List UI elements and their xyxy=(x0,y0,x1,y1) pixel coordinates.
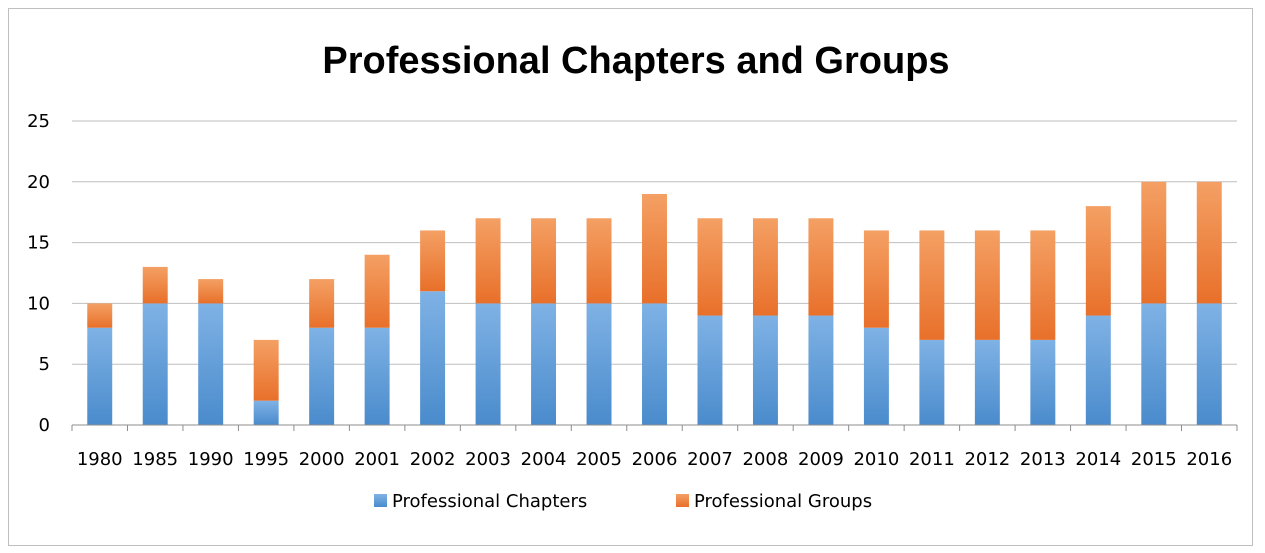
bar-groups-2007 xyxy=(697,218,723,316)
legend: Professional Chapters Professional Groups xyxy=(374,491,872,512)
x-tick-label: 2003 xyxy=(465,449,511,470)
chart-title: Professional Chapters and Groups xyxy=(322,40,949,82)
x-tick-label: 2001 xyxy=(354,449,400,470)
x-tick-label: 2009 xyxy=(798,449,844,470)
bar-chapters-2013 xyxy=(1030,339,1056,425)
y-tick-label: 5 xyxy=(39,354,50,375)
y-tick-label: 0 xyxy=(39,415,50,436)
bar-chapters-2012 xyxy=(974,339,1000,425)
bar-chapters-2007 xyxy=(697,315,723,425)
bar-chapters-2004 xyxy=(531,303,557,425)
x-tick-label: 2002 xyxy=(410,449,456,470)
bar-chapters-1995 xyxy=(253,400,279,425)
bar-groups-2001 xyxy=(364,254,390,328)
bar-chapters-2016 xyxy=(1196,303,1222,425)
bar-groups-2002 xyxy=(420,230,446,292)
x-tick-label: 1995 xyxy=(243,449,289,470)
bar-groups-2011 xyxy=(919,230,945,340)
bar-groups-2012 xyxy=(974,230,1000,340)
bar-chapters-1985 xyxy=(142,303,168,425)
y-tick-label: 10 xyxy=(27,293,50,314)
bar-groups-1990 xyxy=(198,279,224,304)
bar-groups-2000 xyxy=(309,279,335,328)
x-tick-label: 2007 xyxy=(687,449,733,470)
x-tick-label: 2011 xyxy=(909,449,955,470)
x-tick-label: 2004 xyxy=(521,449,567,470)
x-tick-label: 1980 xyxy=(77,449,123,470)
bar-chapters-1990 xyxy=(198,303,224,425)
bar-chapters-2006 xyxy=(642,303,667,425)
bar-chapters-2003 xyxy=(475,303,501,425)
x-tick-label: 2010 xyxy=(853,449,899,470)
bar-groups-2003 xyxy=(475,218,501,304)
x-tick-label: 2012 xyxy=(964,449,1010,470)
bar-chapters-2005 xyxy=(586,303,612,425)
bar-groups-2010 xyxy=(863,230,889,328)
bar-groups-2015 xyxy=(1141,181,1167,304)
bar-chapters-2015 xyxy=(1141,303,1167,425)
legend-swatch-chapters xyxy=(374,494,387,507)
bar-groups-2006 xyxy=(642,193,667,304)
legend-swatch-groups xyxy=(676,494,689,507)
bar-chapters-2010 xyxy=(863,327,889,425)
bar-chapters-2014 xyxy=(1085,315,1111,425)
y-tick-label: 20 xyxy=(27,172,50,193)
x-tick-label: 2008 xyxy=(743,449,789,470)
legend-label-chapters: Professional Chapters xyxy=(392,491,587,512)
legend-label-groups: Professional Groups xyxy=(694,491,872,512)
bar-groups-2016 xyxy=(1196,181,1222,304)
bar-chapters-2008 xyxy=(752,315,778,425)
x-tick-label: 2013 xyxy=(1020,449,1066,470)
x-tick-label: 1985 xyxy=(132,449,178,470)
bar-groups-2005 xyxy=(586,218,612,304)
x-tick-label: 2016 xyxy=(1186,449,1232,470)
x-tick-label: 2005 xyxy=(576,449,622,470)
bar-groups-1985 xyxy=(142,266,168,304)
bar-groups-2014 xyxy=(1085,206,1111,316)
x-tick-label: 1990 xyxy=(188,449,234,470)
bar-groups-1980 xyxy=(87,303,113,328)
bars xyxy=(87,181,1222,425)
bar-groups-1995 xyxy=(253,339,279,401)
bar-chapters-1980 xyxy=(87,327,113,425)
x-tick-label: 2014 xyxy=(1075,449,1121,470)
bar-groups-2013 xyxy=(1030,230,1056,340)
y-tick-label: 15 xyxy=(27,233,50,254)
bar-chapters-2001 xyxy=(364,327,390,425)
bar-chapters-2009 xyxy=(808,315,834,425)
axes: 0 5 10 15 20 25 1980 1985 1990 1995 2000 2001 2002 20… xyxy=(27,111,1238,470)
bar-groups-2008 xyxy=(752,218,778,316)
bar-chapters-2000 xyxy=(309,327,335,425)
bar-groups-2004 xyxy=(531,218,557,304)
y-tick-label: 25 xyxy=(27,111,50,132)
bar-groups-2009 xyxy=(808,218,834,316)
x-tick-label: 2000 xyxy=(299,449,345,470)
x-tick-label: 2015 xyxy=(1131,449,1177,470)
x-tick-label: 2006 xyxy=(632,449,678,470)
bar-chapters-2011 xyxy=(919,339,945,425)
bar-chapters-2002 xyxy=(420,291,446,425)
